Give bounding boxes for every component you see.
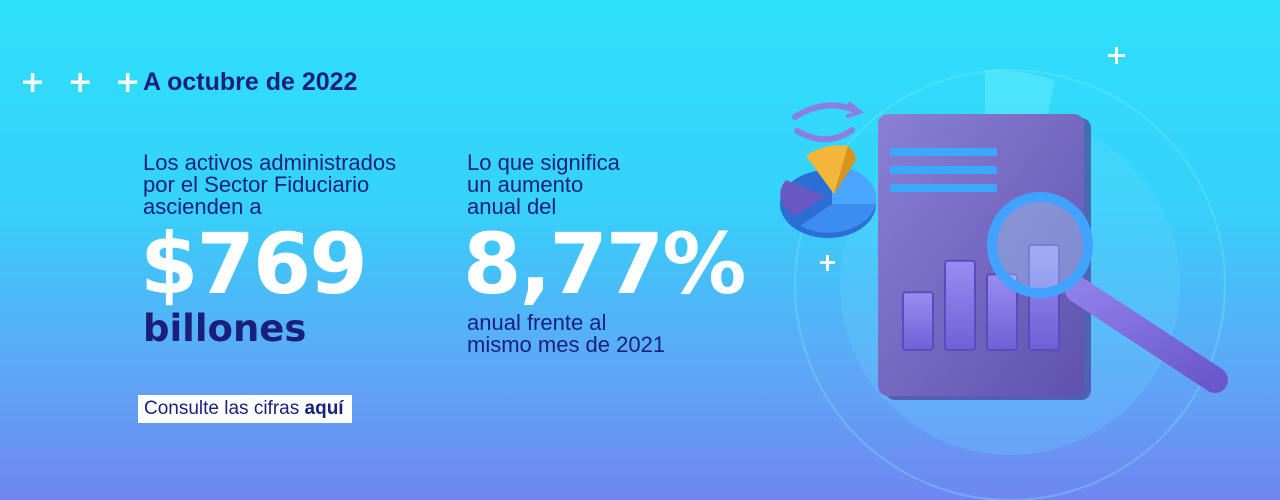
report-illustration <box>780 47 1228 500</box>
assets-intro: Los activos administrados por el Sector … <box>143 150 397 219</box>
assets-unit: billones <box>143 307 307 350</box>
date-label: A octubre de 2022 <box>143 68 358 96</box>
decor-ring-outer <box>794 69 1226 500</box>
consult-figures-link[interactable]: Consulte las cifras aquí <box>138 395 352 423</box>
growth-subtext: anual frente al mismo mes de 2021 <box>467 310 666 357</box>
assets-amount: $769 <box>140 215 368 313</box>
rotate-arrows-icon <box>792 102 865 143</box>
plus-decoration: + + + <box>20 65 147 100</box>
bar-chart-icon <box>902 244 1060 351</box>
growth-intro: Lo que significa un aumento anual del <box>467 150 620 219</box>
magnifying-glass-icon <box>987 192 1228 393</box>
cta-text: Consulte las cifras <box>144 398 305 419</box>
sparkle-icon <box>820 47 1125 271</box>
chart-bar <box>902 291 934 351</box>
cta-link-word[interactable]: aquí <box>304 398 344 419</box>
chart-bar <box>944 259 976 351</box>
pie-chart-icon <box>780 145 877 238</box>
growth-percent: 8,77% <box>463 215 746 313</box>
